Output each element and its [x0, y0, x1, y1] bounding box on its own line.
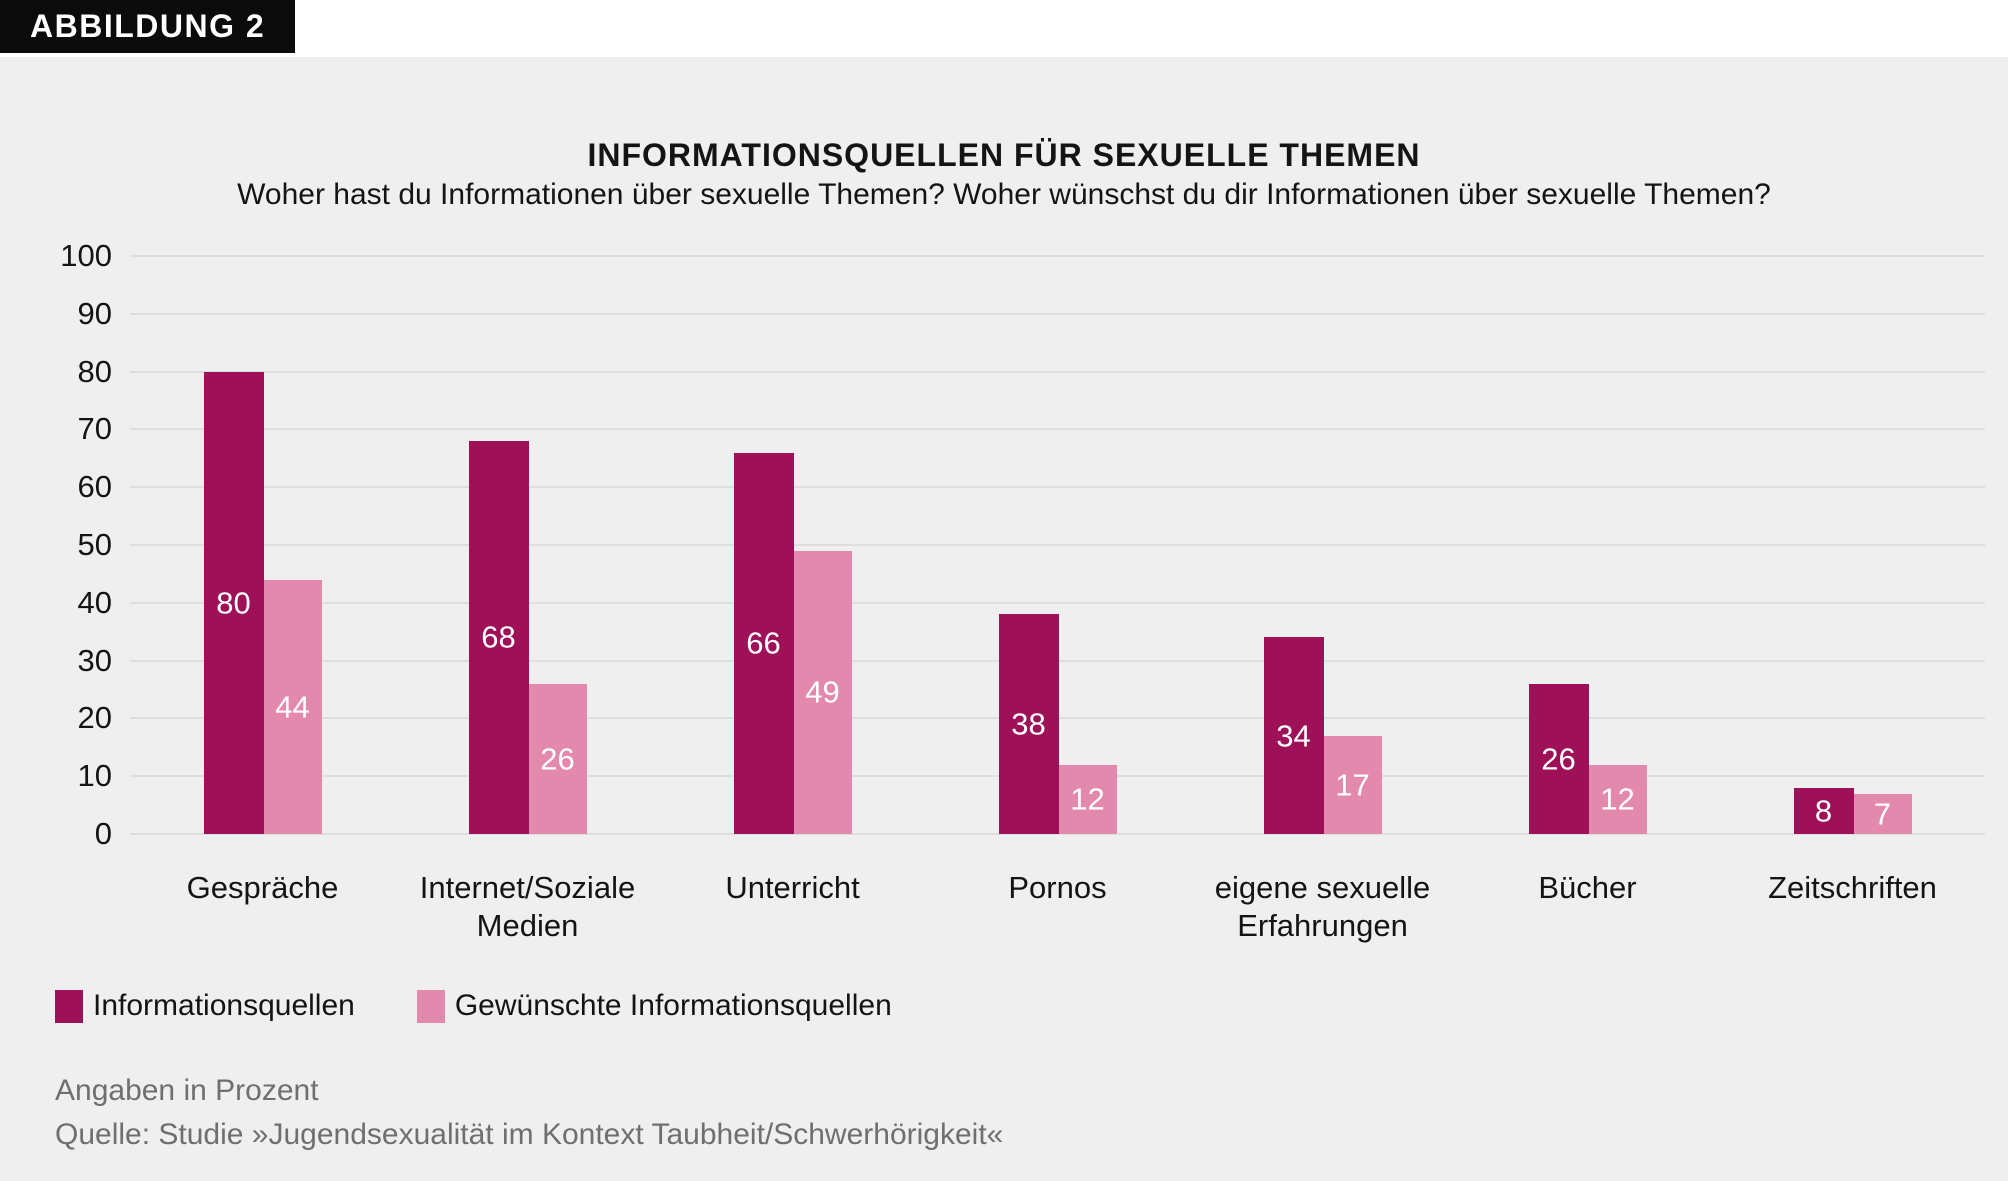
bar-desired-2: 26 [528, 683, 587, 834]
x-category-label-5: eigene sexuelle Erfahrungen [1214, 870, 1431, 943]
x-category-label-7: Zeitschriften [1768, 870, 1937, 905]
legend: Informationsquellen Gewünschte Informatio… [55, 989, 892, 1023]
bar-desired-3: 49 [793, 550, 852, 834]
chart-subtitle: Woher hast du Informationen über sexuell… [237, 178, 1771, 211]
bar-group-1: 80 44 [130, 256, 395, 834]
legend-label: Informationsquellen [93, 989, 355, 1022]
y-tick-label-60: 60 [77, 469, 112, 505]
bar-desired-7: 7 [1853, 793, 1912, 834]
y-tick-label-70: 70 [77, 411, 112, 447]
y-tick-label-20: 20 [77, 700, 112, 736]
x-axis-category-labels: Gespräche Internet/Soziale Medien Unterric… [130, 869, 1985, 945]
bar-group-2: 68 26 [395, 256, 660, 834]
y-tick-label-90: 90 [77, 295, 112, 331]
gridline-0 [130, 833, 1985, 835]
x-category-label-1: Gespräche [186, 870, 339, 905]
x-category-label-4: Pornos [1008, 870, 1107, 905]
gridline-80 [130, 370, 1985, 373]
gridline-60 [130, 486, 1985, 489]
x-category-label-3: Unterricht [725, 870, 860, 905]
bar-group-6: 26 12 [1455, 256, 1720, 834]
x-category-label-2: Internet/Soziale Medien [419, 870, 636, 943]
bar-actual-7: 8 [1793, 787, 1854, 834]
y-tick-label-30: 30 [77, 642, 112, 678]
bar-value-label: 80 [216, 585, 251, 621]
bar-desired-5: 17 [1323, 735, 1382, 834]
bar-actual-2: 68 [468, 440, 529, 834]
footnote-units: Angaben in Prozent [55, 1074, 319, 1107]
footnote-source: Quelle: Studie »Jugendsexualität im Kont… [55, 1118, 1004, 1151]
bar-columns: 80 44 68 26 66 49 38 12 34 17 26 12 8 7 [130, 256, 1985, 834]
gridline-100 [130, 255, 1985, 257]
bar-value-label: 34 [1276, 718, 1311, 754]
bar-value-label: 44 [275, 689, 310, 725]
bar-value-label: 26 [540, 741, 575, 777]
y-tick-label-40: 40 [77, 584, 112, 620]
bar-actual-1: 80 [203, 371, 264, 834]
bar-actual-6: 26 [1528, 683, 1589, 834]
plot-area: 80 44 68 26 66 49 38 12 34 17 26 12 8 7 [130, 255, 1985, 835]
legend-item-2: Gewünschte Informationsquellen [416, 989, 892, 1023]
chart-canvas: INFORMATIONSQUELLEN FÜR SEXUELLE THEMEN … [0, 57, 2008, 1181]
bar-actual-4: 38 [998, 614, 1059, 834]
footnotes: Angaben in Prozent Quelle: Studie »Jugen… [55, 1069, 1003, 1157]
bar-desired-4: 12 [1058, 764, 1117, 834]
bar-value-label: 12 [1600, 781, 1635, 817]
bar-desired-1: 44 [263, 579, 322, 834]
bar-actual-3: 66 [733, 452, 794, 834]
bar-value-label: 26 [1541, 741, 1576, 777]
figure-tag: ABBILDUNG 2 [0, 0, 296, 53]
bar-desired-6: 12 [1588, 764, 1647, 834]
bar-value-label: 49 [805, 674, 840, 710]
bar-group-4: 38 12 [925, 256, 1190, 834]
bar-value-label: 12 [1070, 781, 1105, 817]
legend-item-1: Informationsquellen [55, 989, 355, 1023]
gridline-50 [130, 544, 1985, 546]
legend-swatch-icon [416, 989, 445, 1023]
legend-swatch-icon [55, 989, 83, 1023]
bar-value-label: 68 [481, 619, 516, 655]
bar-value-label: 38 [1011, 706, 1046, 742]
y-axis-tick-labels: 0 10 20 30 40 50 60 70 80 90 100 [0, 238, 112, 851]
y-tick-label-50: 50 [77, 527, 112, 562]
bar-actual-5: 34 [1263, 637, 1324, 834]
bar-group-5: 34 17 [1190, 256, 1455, 834]
x-category-label-6: Bücher [1538, 870, 1637, 905]
y-tick-label-10: 10 [77, 758, 112, 794]
header-strip [0, 0, 2008, 57]
bar-group-3: 66 49 [660, 256, 925, 834]
y-tick-label-0: 0 [94, 816, 112, 851]
y-tick-label-80: 80 [77, 353, 112, 389]
chart-title: INFORMATIONSQUELLEN FÜR SEXUELLE THEMEN [587, 137, 1421, 173]
bar-value-label: 8 [1814, 793, 1833, 829]
gridline-90 [130, 312, 1985, 315]
bar-value-label: 17 [1335, 767, 1370, 803]
legend-label: Gewünschte Informationsquellen [454, 989, 892, 1022]
y-tick-label-100: 100 [60, 238, 112, 273]
bar-value-label: 66 [746, 625, 781, 661]
figure-tag-label: ABBILDUNG 2 [30, 8, 266, 44]
bar-value-label: 7 [1873, 796, 1892, 832]
gridline-70 [130, 428, 1985, 431]
gridline-40 [130, 601, 1985, 604]
